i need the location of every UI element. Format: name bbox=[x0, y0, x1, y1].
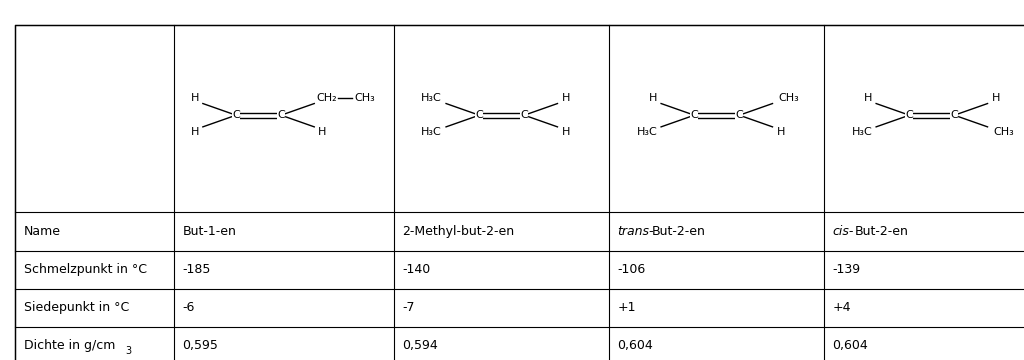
Text: CH₃: CH₃ bbox=[993, 127, 1015, 137]
Text: CH₃: CH₃ bbox=[354, 94, 375, 103]
Text: +1: +1 bbox=[617, 301, 636, 314]
Text: -7: -7 bbox=[402, 301, 415, 314]
Text: C: C bbox=[905, 110, 913, 120]
Text: H: H bbox=[991, 94, 999, 103]
Text: Name: Name bbox=[24, 225, 60, 238]
Text: But-2-en: But-2-en bbox=[651, 225, 706, 238]
Text: H: H bbox=[864, 94, 872, 103]
Text: C: C bbox=[232, 110, 240, 120]
Text: But-1-en: But-1-en bbox=[182, 225, 237, 238]
Text: C: C bbox=[690, 110, 698, 120]
Text: CH₃: CH₃ bbox=[778, 94, 800, 103]
Text: C: C bbox=[735, 110, 743, 120]
Text: 0,594: 0,594 bbox=[402, 339, 438, 352]
Text: H: H bbox=[318, 127, 327, 137]
Text: C: C bbox=[232, 110, 240, 120]
Text: Schmelzpunkt in °C: Schmelzpunkt in °C bbox=[24, 263, 146, 276]
Text: H: H bbox=[561, 94, 569, 103]
Text: H: H bbox=[561, 127, 569, 137]
Text: -185: -185 bbox=[182, 263, 211, 276]
Text: C: C bbox=[905, 110, 913, 120]
Text: C: C bbox=[475, 110, 483, 120]
Text: +4: +4 bbox=[833, 301, 851, 314]
Text: C: C bbox=[950, 110, 958, 120]
Text: H₃C: H₃C bbox=[851, 127, 872, 137]
Text: C: C bbox=[278, 110, 285, 120]
Text: 0,595: 0,595 bbox=[182, 339, 218, 352]
Text: CH₂: CH₂ bbox=[316, 94, 337, 103]
Text: H: H bbox=[776, 127, 784, 137]
Text: -106: -106 bbox=[617, 263, 646, 276]
Text: Siedepunkt in °C: Siedepunkt in °C bbox=[24, 301, 129, 314]
Text: C: C bbox=[520, 110, 528, 120]
Text: C: C bbox=[278, 110, 285, 120]
Text: 0,604: 0,604 bbox=[617, 339, 653, 352]
Text: C: C bbox=[475, 110, 483, 120]
Text: trans-: trans- bbox=[617, 225, 654, 238]
Text: H: H bbox=[190, 94, 199, 103]
Text: Dichte in g/cm: Dichte in g/cm bbox=[24, 339, 115, 352]
Text: C: C bbox=[735, 110, 743, 120]
Text: C: C bbox=[520, 110, 528, 120]
Text: 2-Methyl-but-2-en: 2-Methyl-but-2-en bbox=[402, 225, 514, 238]
Text: H: H bbox=[649, 94, 657, 103]
Text: -139: -139 bbox=[833, 263, 860, 276]
Text: 0,604: 0,604 bbox=[833, 339, 868, 352]
Text: -140: -140 bbox=[402, 263, 431, 276]
Text: H₃C: H₃C bbox=[421, 127, 442, 137]
Text: H: H bbox=[190, 127, 199, 137]
Text: -6: -6 bbox=[182, 301, 195, 314]
Text: 3: 3 bbox=[125, 346, 131, 356]
Text: C: C bbox=[690, 110, 698, 120]
Text: H₃C: H₃C bbox=[636, 127, 657, 137]
Text: But-2-en: But-2-en bbox=[855, 225, 909, 238]
Text: C: C bbox=[950, 110, 958, 120]
Text: H₃C: H₃C bbox=[421, 94, 442, 103]
Text: cis-: cis- bbox=[833, 225, 854, 238]
